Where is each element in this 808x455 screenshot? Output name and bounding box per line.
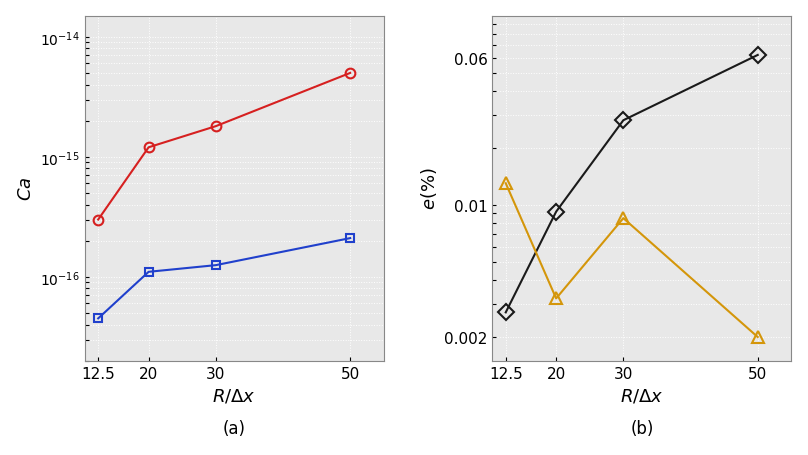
Text: (b): (b)	[630, 420, 654, 437]
Text: (a): (a)	[223, 420, 246, 437]
Y-axis label: $Ca$: $Ca$	[17, 177, 35, 201]
Y-axis label: $e(\%)$: $e(\%)$	[419, 167, 439, 210]
X-axis label: $R/\Delta x$: $R/\Delta x$	[213, 386, 256, 404]
X-axis label: $R/\Delta x$: $R/\Delta x$	[620, 386, 663, 404]
